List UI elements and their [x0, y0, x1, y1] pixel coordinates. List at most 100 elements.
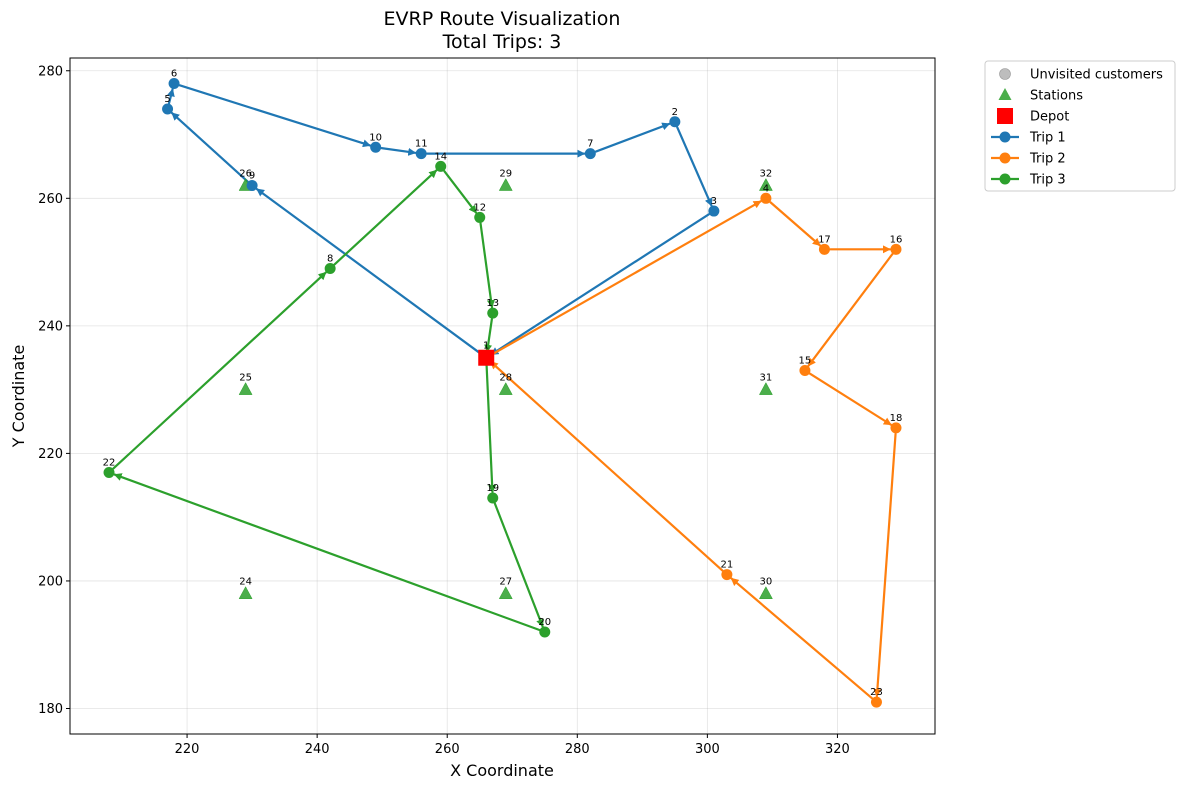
customer-label: 4 — [763, 183, 769, 194]
station-marker — [758, 382, 773, 395]
customer-marker — [584, 148, 596, 160]
station-label: 28 — [499, 373, 512, 384]
customer-label: 22 — [103, 458, 116, 469]
customer-label: 8 — [327, 253, 333, 264]
customer-marker — [370, 141, 382, 153]
customer-marker — [435, 160, 447, 172]
customer-label: 9 — [249, 171, 255, 182]
customer-label: 2 — [672, 107, 678, 118]
customer-marker — [760, 192, 772, 204]
plot-frame — [69, 57, 936, 735]
customer-label: 3 — [711, 196, 717, 207]
x-tick-label: 240 — [305, 742, 330, 757]
customer-label: 12 — [473, 202, 486, 213]
customer-label: 6 — [171, 69, 177, 80]
legend-station-swatch — [998, 88, 1012, 100]
station-label: 27 — [499, 577, 512, 588]
depot-label: 1 — [483, 341, 489, 352]
route-segment — [170, 111, 249, 183]
customer-label: 10 — [369, 132, 382, 143]
station-marker — [498, 178, 513, 191]
y-tick-label: 220 — [38, 447, 63, 462]
legend-label: Unvisited customers — [1030, 68, 1163, 83]
route-segment — [166, 88, 175, 105]
legend-label: Trip 3 — [1029, 173, 1066, 188]
route-segment — [490, 213, 710, 356]
station-label: 29 — [499, 169, 512, 180]
x-axis-label: X Coordinate — [450, 761, 554, 780]
station-marker — [238, 382, 253, 395]
customer-marker — [415, 148, 427, 160]
y-tick-label: 180 — [38, 702, 63, 717]
legend-depot-swatch — [997, 108, 1013, 124]
route-segment — [489, 360, 724, 572]
customer-marker — [721, 569, 733, 581]
customer-label: 21 — [721, 560, 734, 571]
station-label: 31 — [760, 373, 773, 384]
station-label: 32 — [760, 169, 773, 180]
route-segment — [485, 362, 497, 494]
point-markers — [103, 78, 902, 708]
customer-marker — [324, 262, 336, 274]
route-lines — [112, 84, 897, 700]
customer-label: 13 — [486, 298, 499, 309]
route-segment — [112, 271, 327, 470]
customer-marker — [799, 364, 811, 376]
x-tick-label: 260 — [435, 742, 460, 757]
x-tick-label: 220 — [175, 742, 200, 757]
customer-label: 15 — [799, 355, 812, 366]
route-segment — [443, 170, 478, 214]
station-marker — [498, 586, 513, 599]
y-tick-label: 200 — [38, 574, 63, 589]
station-label: 25 — [239, 373, 252, 384]
depot-marker — [478, 349, 495, 366]
customer-label: 16 — [890, 234, 903, 245]
customer-marker — [487, 307, 499, 319]
grid-lines — [70, 58, 935, 734]
route-segment — [873, 432, 897, 698]
station-label: 26 — [239, 169, 252, 180]
route-segment — [113, 473, 541, 632]
legend-label: Depot — [1030, 110, 1069, 125]
chart-subtitle: Total Trips: 3 — [442, 31, 562, 53]
legend-label: Stations — [1030, 89, 1083, 104]
customer-marker — [246, 180, 258, 192]
customer-label: 19 — [486, 483, 499, 494]
route-segment — [255, 188, 483, 356]
route-segment — [807, 253, 894, 367]
customer-marker — [539, 626, 551, 638]
y-tick-label: 260 — [38, 192, 63, 207]
legend-label: Trip 2 — [1029, 152, 1066, 167]
route-segment — [730, 577, 874, 700]
legend-trip-marker — [999, 173, 1011, 185]
route-segment — [178, 84, 372, 148]
customer-label: 11 — [415, 139, 428, 150]
route-segment — [380, 147, 417, 156]
station-label: 30 — [760, 577, 773, 588]
route-segment — [676, 126, 713, 207]
customer-marker — [487, 492, 499, 504]
legend: Unvisited customers Stations Depot Trip 1 Tr… — [984, 60, 1176, 192]
legend-unvisited-swatch — [999, 68, 1011, 80]
x-tick-label: 320 — [825, 742, 850, 757]
customer-label: 18 — [890, 413, 903, 424]
customer-label: 5 — [164, 94, 170, 105]
station-marker — [498, 382, 513, 395]
customer-marker — [162, 103, 174, 115]
legend-box — [984, 60, 1176, 192]
route-segment — [333, 169, 438, 266]
customer-marker — [708, 205, 720, 217]
legend-label: Trip 1 — [1029, 131, 1066, 146]
customer-label: 17 — [818, 234, 831, 245]
customer-marker — [818, 243, 830, 255]
legend-trip-marker — [999, 131, 1011, 143]
x-tick-label: 300 — [695, 742, 720, 757]
customer-marker — [669, 116, 681, 128]
x-tick-label: 280 — [565, 742, 590, 757]
y-tick-label: 280 — [38, 64, 63, 79]
route-segment — [594, 122, 671, 153]
route-segment — [493, 502, 544, 628]
chart-title: EVRP Route Visualization — [384, 8, 621, 30]
